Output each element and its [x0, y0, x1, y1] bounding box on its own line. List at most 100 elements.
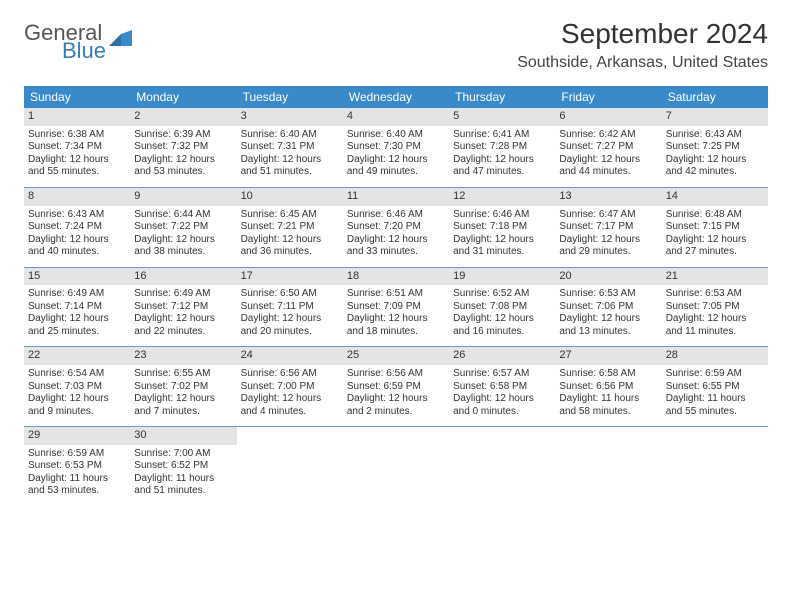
daylight-text: and 27 minutes. — [666, 246, 764, 259]
daylight-text: Daylight: 12 hours — [241, 234, 339, 247]
brand-logo: General Blue — [24, 18, 134, 62]
day-number: 22 — [24, 347, 130, 365]
daylight-text: and 9 minutes. — [28, 406, 126, 419]
daylight-text: Daylight: 12 hours — [666, 313, 764, 326]
daylight-text: and 44 minutes. — [559, 166, 657, 179]
daylight-text: Daylight: 12 hours — [347, 154, 445, 167]
sunrise-text: Sunrise: 6:43 AM — [666, 129, 764, 142]
day-number: 11 — [343, 188, 449, 206]
daylight-text: Daylight: 12 hours — [559, 313, 657, 326]
daylight-text: Daylight: 12 hours — [453, 154, 551, 167]
sunset-text: Sunset: 7:06 PM — [559, 301, 657, 314]
daylight-text: and 0 minutes. — [453, 406, 551, 419]
daylight-text: Daylight: 11 hours — [559, 393, 657, 406]
day-number: 27 — [555, 347, 661, 365]
sunset-text: Sunset: 7:20 PM — [347, 221, 445, 234]
daylight-text: Daylight: 12 hours — [347, 393, 445, 406]
day-cell: 18Sunrise: 6:51 AMSunset: 7:09 PMDayligh… — [343, 268, 449, 347]
daylight-text: and 58 minutes. — [559, 406, 657, 419]
day-cell: 2Sunrise: 6:39 AMSunset: 7:32 PMDaylight… — [130, 108, 236, 187]
daylight-text: Daylight: 12 hours — [28, 393, 126, 406]
daylight-text: and 38 minutes. — [134, 246, 232, 259]
sunrise-text: Sunrise: 6:56 AM — [241, 368, 339, 381]
sunset-text: Sunset: 7:03 PM — [28, 381, 126, 394]
daylight-text: Daylight: 12 hours — [241, 313, 339, 326]
day-cell: 23Sunrise: 6:55 AMSunset: 7:02 PMDayligh… — [130, 347, 236, 426]
sunrise-text: Sunrise: 6:40 AM — [347, 129, 445, 142]
day-cell — [662, 427, 768, 506]
logo-blue: Blue — [62, 40, 106, 62]
sunrise-text: Sunrise: 6:53 AM — [559, 288, 657, 301]
day-cell: 30Sunrise: 7:00 AMSunset: 6:52 PMDayligh… — [130, 427, 236, 506]
week-row: 1Sunrise: 6:38 AMSunset: 7:34 PMDaylight… — [24, 108, 768, 188]
day-cell: 28Sunrise: 6:59 AMSunset: 6:55 PMDayligh… — [662, 347, 768, 426]
day-number: 30 — [130, 427, 236, 445]
day-cell: 13Sunrise: 6:47 AMSunset: 7:17 PMDayligh… — [555, 188, 661, 267]
daylight-text: and 4 minutes. — [241, 406, 339, 419]
daylight-text: Daylight: 12 hours — [559, 234, 657, 247]
day-cell: 21Sunrise: 6:53 AMSunset: 7:05 PMDayligh… — [662, 268, 768, 347]
daylight-text: and 16 minutes. — [453, 326, 551, 339]
day-number: 7 — [662, 108, 768, 126]
day-cell: 11Sunrise: 6:46 AMSunset: 7:20 PMDayligh… — [343, 188, 449, 267]
daylight-text: Daylight: 12 hours — [241, 393, 339, 406]
daylight-text: and 55 minutes. — [28, 166, 126, 179]
sunset-text: Sunset: 7:28 PM — [453, 141, 551, 154]
daylight-text: Daylight: 12 hours — [453, 313, 551, 326]
day-cell: 7 Sunrise: 6:43 AMSunset: 7:25 PMDaylight… — [662, 108, 768, 187]
daylight-text: Daylight: 12 hours — [347, 234, 445, 247]
sunrise-text: Sunrise: 6:48 AM — [666, 209, 764, 222]
sunrise-text: Sunrise: 6:50 AM — [241, 288, 339, 301]
day-cell: 27 Sunrise: 6:58 AMSunset: 6:56 PMDayligh… — [555, 347, 661, 426]
day-cell — [343, 427, 449, 506]
sunset-text: Sunset: 7:25 PM — [666, 141, 764, 154]
sunrise-text: Sunrise: 6:49 AM — [28, 288, 126, 301]
day-cell: 19Sunrise: 6:52 AMSunset: 7:08 PMDayligh… — [449, 268, 555, 347]
sunrise-text: Sunrise: 6:58 AM — [559, 368, 657, 381]
sunset-text: Sunset: 6:53 PM — [28, 460, 126, 473]
sunset-text: Sunset: 7:31 PM — [241, 141, 339, 154]
sunset-text: Sunset: 7:09 PM — [347, 301, 445, 314]
sunset-text: Sunset: 6:56 PM — [559, 381, 657, 394]
day-cell: 3Sunrise: 6:40 AMSunset: 7:31 PMDaylight… — [237, 108, 343, 187]
sunrise-text: Sunrise: 6:49 AM — [134, 288, 232, 301]
sunset-text: Sunset: 7:30 PM — [347, 141, 445, 154]
dow-cell: Tuesday — [237, 86, 343, 108]
daylight-text: and 22 minutes. — [134, 326, 232, 339]
sunset-text: Sunset: 7:05 PM — [666, 301, 764, 314]
daylight-text: Daylight: 12 hours — [28, 313, 126, 326]
sunrise-text: Sunrise: 6:45 AM — [241, 209, 339, 222]
sunrise-text: Sunrise: 6:51 AM — [347, 288, 445, 301]
sunset-text: Sunset: 6:55 PM — [666, 381, 764, 394]
day-number: 15 — [24, 268, 130, 286]
day-cell: 12Sunrise: 6:46 AMSunset: 7:18 PMDayligh… — [449, 188, 555, 267]
day-cell: 10Sunrise: 6:45 AMSunset: 7:21 PMDayligh… — [237, 188, 343, 267]
calendar: SundayMondayTuesdayWednesdayThursdayFrid… — [24, 86, 768, 506]
sunrise-text: Sunrise: 6:52 AM — [453, 288, 551, 301]
day-number: 6 — [555, 108, 661, 126]
daylight-text: Daylight: 12 hours — [347, 313, 445, 326]
daylight-text: and 2 minutes. — [347, 406, 445, 419]
sunset-text: Sunset: 6:52 PM — [134, 460, 232, 473]
daylight-text: Daylight: 12 hours — [666, 154, 764, 167]
sunset-text: Sunset: 7:00 PM — [241, 381, 339, 394]
daylight-text: and 25 minutes. — [28, 326, 126, 339]
sunset-text: Sunset: 6:58 PM — [453, 381, 551, 394]
day-cell: 29Sunrise: 6:59 AMSunset: 6:53 PMDayligh… — [24, 427, 130, 506]
daylight-text: Daylight: 12 hours — [453, 234, 551, 247]
day-cell: 1Sunrise: 6:38 AMSunset: 7:34 PMDaylight… — [24, 108, 130, 187]
flag-icon — [108, 28, 134, 56]
day-number: 2 — [130, 108, 236, 126]
daylight-text: Daylight: 12 hours — [28, 234, 126, 247]
daylight-text: Daylight: 11 hours — [134, 473, 232, 486]
daylight-text: and 51 minutes. — [134, 485, 232, 498]
sunrise-text: Sunrise: 6:59 AM — [666, 368, 764, 381]
daylight-text: and 18 minutes. — [347, 326, 445, 339]
day-number: 23 — [130, 347, 236, 365]
daylight-text: Daylight: 11 hours — [666, 393, 764, 406]
daylight-text: and 36 minutes. — [241, 246, 339, 259]
sunset-text: Sunset: 7:12 PM — [134, 301, 232, 314]
sunset-text: Sunset: 7:24 PM — [28, 221, 126, 234]
daylight-text: Daylight: 12 hours — [134, 154, 232, 167]
daylight-text: and 53 minutes. — [134, 166, 232, 179]
